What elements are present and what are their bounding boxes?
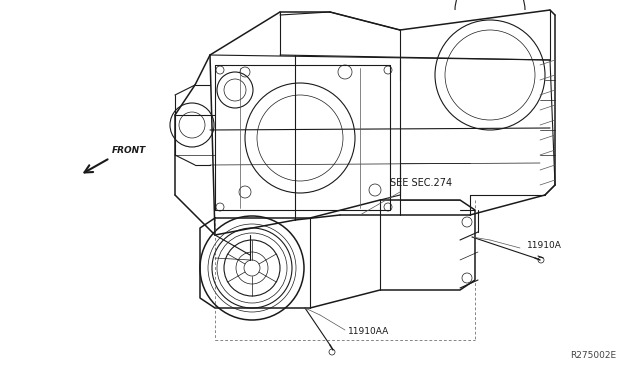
Text: R275002E: R275002E [570, 350, 616, 359]
Text: 11910AA: 11910AA [348, 327, 389, 337]
Text: FRONT: FRONT [112, 146, 147, 155]
Text: 11910A: 11910A [527, 241, 562, 250]
Text: SEE SEC.274: SEE SEC.274 [390, 178, 452, 188]
